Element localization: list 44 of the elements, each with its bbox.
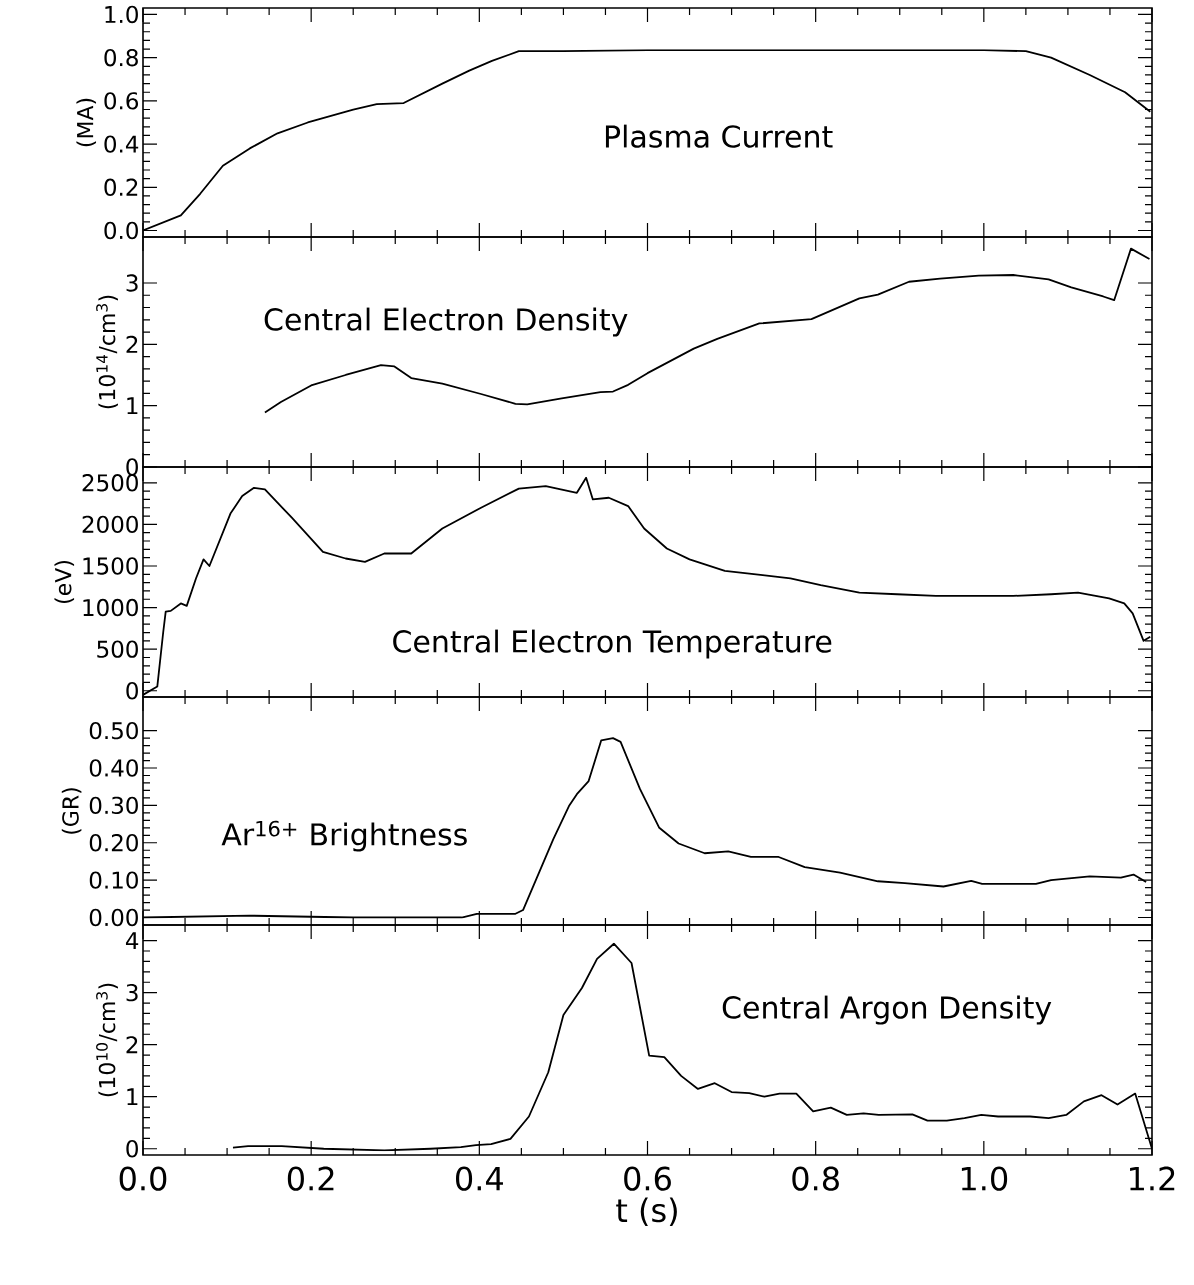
y-tick-label: 0.00 bbox=[89, 908, 138, 927]
y-axis-title: (MA) bbox=[76, 98, 97, 147]
annotation: Plasma Current bbox=[605, 124, 833, 148]
annotation: Central Electron Temperature bbox=[393, 629, 832, 659]
x-tick-label: 0.6 bbox=[624, 1166, 671, 1191]
y-tick-label: 4 bbox=[125, 932, 139, 949]
annotation: Ar$^{16+}$ Brightness bbox=[221, 820, 467, 852]
x-tick-label: 0.8 bbox=[792, 1166, 839, 1191]
y-tick-label: 0.6 bbox=[104, 92, 139, 110]
y-tick-label: 0.10 bbox=[89, 871, 138, 889]
y-tick-label: 0 bbox=[126, 458, 138, 476]
y-tick-label: 0.2 bbox=[104, 178, 138, 196]
x-axis-title: t (s) bbox=[616, 1197, 677, 1227]
y-tick-label: 0 bbox=[126, 1140, 138, 1158]
y-tick-label: 1500 bbox=[83, 557, 138, 575]
y-tick-label: 0.4 bbox=[104, 135, 139, 153]
y-tick-label: 500 bbox=[97, 640, 138, 658]
y-tick-label: 2 bbox=[126, 335, 138, 353]
x-tick-label: 1.2 bbox=[1130, 1166, 1175, 1191]
y-tick-label: 0.8 bbox=[104, 48, 138, 67]
y-tick-label: 1.0 bbox=[105, 5, 138, 24]
y-tick-label: 3 bbox=[126, 983, 138, 1002]
y-tick-label: 0 bbox=[126, 682, 138, 700]
y-tick-label: 1000 bbox=[83, 598, 138, 617]
y-tick-label: 0.30 bbox=[89, 796, 138, 815]
y-tick-label: 1 bbox=[127, 397, 138, 415]
y-tick-label: 0.20 bbox=[89, 834, 138, 852]
y-tick-label: 0.40 bbox=[89, 759, 138, 777]
y-axis-title: (eV) bbox=[54, 561, 75, 603]
x-tick-label: 0.2 bbox=[287, 1166, 334, 1191]
y-tick-label: 0.50 bbox=[89, 721, 138, 740]
x-tick-label: 0.4 bbox=[455, 1166, 503, 1191]
y-tick-label: 0.0 bbox=[104, 221, 138, 240]
annotation: Central Electron Density bbox=[264, 307, 628, 337]
y-tick-label: 2000 bbox=[82, 515, 138, 534]
y-tick-label: 1 bbox=[127, 1088, 138, 1106]
x-tick-label: 1.0 bbox=[961, 1166, 1008, 1191]
y-tick-label: 2500 bbox=[82, 474, 138, 492]
y-axis-title: (10$^{10}$/cm$^{3}$) bbox=[96, 983, 118, 1097]
annotation: Central Argon Density bbox=[722, 995, 1052, 1025]
y-axis-title: (GR) bbox=[61, 788, 82, 834]
y-tick-label: 3 bbox=[126, 274, 138, 292]
y-axis-title: (10$^{14}$/cm$^{3}$) bbox=[96, 295, 118, 409]
y-tick-label: 2 bbox=[126, 1036, 138, 1054]
